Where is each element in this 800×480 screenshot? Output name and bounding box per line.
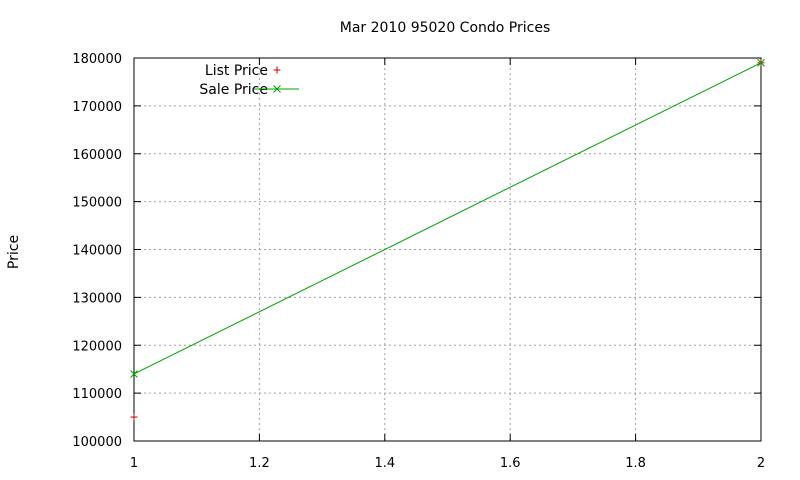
x-tick-label: 2: [757, 456, 765, 471]
x-tick-label: 1.4: [374, 456, 395, 471]
grid-lines: [134, 58, 761, 441]
y-tick-label: 100000: [72, 435, 122, 450]
legend-sample-sale-price: [254, 85, 299, 93]
chart-title: Mar 2010 95020 Condo Prices: [340, 20, 551, 36]
y-tick-label: 120000: [72, 339, 122, 354]
x-tick-label: 1.8: [625, 456, 646, 471]
series-line: [133, 62, 762, 375]
series-sale-price: [130, 58, 765, 378]
legend-label-sale-price: Sale Price: [199, 82, 268, 98]
y-tick-label: 110000: [72, 387, 122, 402]
marker-stroke: [757, 58, 765, 67]
y-tick-label: 130000: [72, 291, 122, 306]
ticks: [133, 57, 762, 442]
x-tick-label: 1.6: [500, 456, 521, 471]
data-point: [130, 413, 138, 421]
legend-marker: [273, 66, 281, 74]
series-list-price: [130, 59, 765, 421]
data-point: [130, 370, 138, 378]
x-tick-label: 1: [130, 456, 138, 471]
x-tick-label: 1.2: [249, 456, 270, 471]
y-tick-label: 170000: [72, 100, 122, 115]
legend-sample-list-price: [273, 66, 281, 74]
data-point: [757, 58, 765, 67]
y-axis-label: Price: [6, 235, 22, 269]
series: [130, 58, 765, 421]
y-tick-label: 160000: [72, 148, 122, 163]
legend: List Price Sale Price: [199, 63, 299, 98]
legend-label-list-price: List Price: [205, 63, 268, 79]
marker-stroke: [130, 370, 138, 378]
y-tick-label: 140000: [72, 244, 122, 259]
y-tick-label: 180000: [72, 52, 122, 67]
y-tick-label: 150000: [72, 196, 122, 211]
legend-marker: [273, 85, 281, 93]
marker-stroke: [273, 85, 281, 93]
tick-labels: 100000 110000 120000 130000 140000 150000 1600…: [72, 52, 765, 471]
plot-frame: [133, 57, 762, 442]
